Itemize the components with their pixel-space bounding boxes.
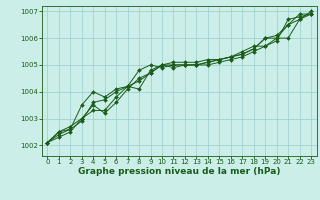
- X-axis label: Graphe pression niveau de la mer (hPa): Graphe pression niveau de la mer (hPa): [78, 167, 280, 176]
